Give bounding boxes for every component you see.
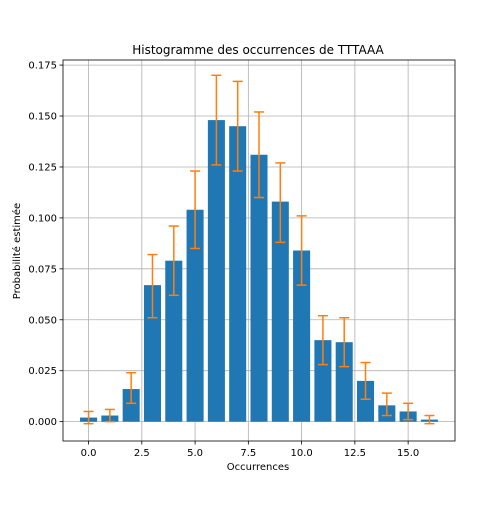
y-axis-label: Probabilité estimée (11, 203, 23, 299)
y-tick-label: 0.000 (28, 417, 57, 428)
errorbars-layer (83, 74, 435, 425)
histogram-bar (293, 250, 311, 422)
y-tick-label: 0.125 (28, 162, 57, 173)
x-tick-label: 7.5 (240, 448, 256, 459)
histogram-bar (357, 380, 375, 422)
y-axis-ticks: 0.000 0.025 0.050 0.075 0.100 0.125 0.150 0.175 (28, 61, 63, 428)
y-tick-label: 0.150 (28, 112, 57, 123)
histogram-bar (186, 209, 204, 422)
x-tick-label: 5.0 (187, 448, 203, 459)
y-tick-label: 0.050 (28, 315, 57, 326)
chart-title: Histogramme des occurrences de TTTAAA (132, 43, 384, 57)
y-tick-label: 0.175 (28, 61, 57, 72)
x-tick-label: 10.0 (290, 448, 312, 459)
histogram-bar (143, 285, 161, 422)
histogram-bar (314, 340, 332, 422)
x-tick-label: 15.0 (397, 448, 419, 459)
histogram-bar (229, 126, 247, 422)
y-tick-label: 0.100 (28, 213, 57, 224)
histogram-bar (165, 260, 183, 422)
histogram-bar (335, 342, 353, 422)
histogram-bar (271, 201, 289, 422)
histogram-bar (207, 120, 225, 422)
x-axis-label: Occurrences (227, 462, 289, 473)
x-tick-label: 2.5 (134, 448, 150, 459)
y-tick-label: 0.025 (28, 366, 57, 377)
x-tick-label: 12.5 (344, 448, 366, 459)
x-axis-ticks: 0.0 2.5 5.0 7.5 10.0 12.5 15.0 (81, 441, 419, 459)
plot-frame (62, 59, 456, 442)
histogram-bar (250, 154, 268, 422)
x-tick-label: 0.0 (81, 448, 97, 459)
y-tick-label: 0.075 (28, 264, 57, 275)
histogram-bar (122, 389, 140, 422)
